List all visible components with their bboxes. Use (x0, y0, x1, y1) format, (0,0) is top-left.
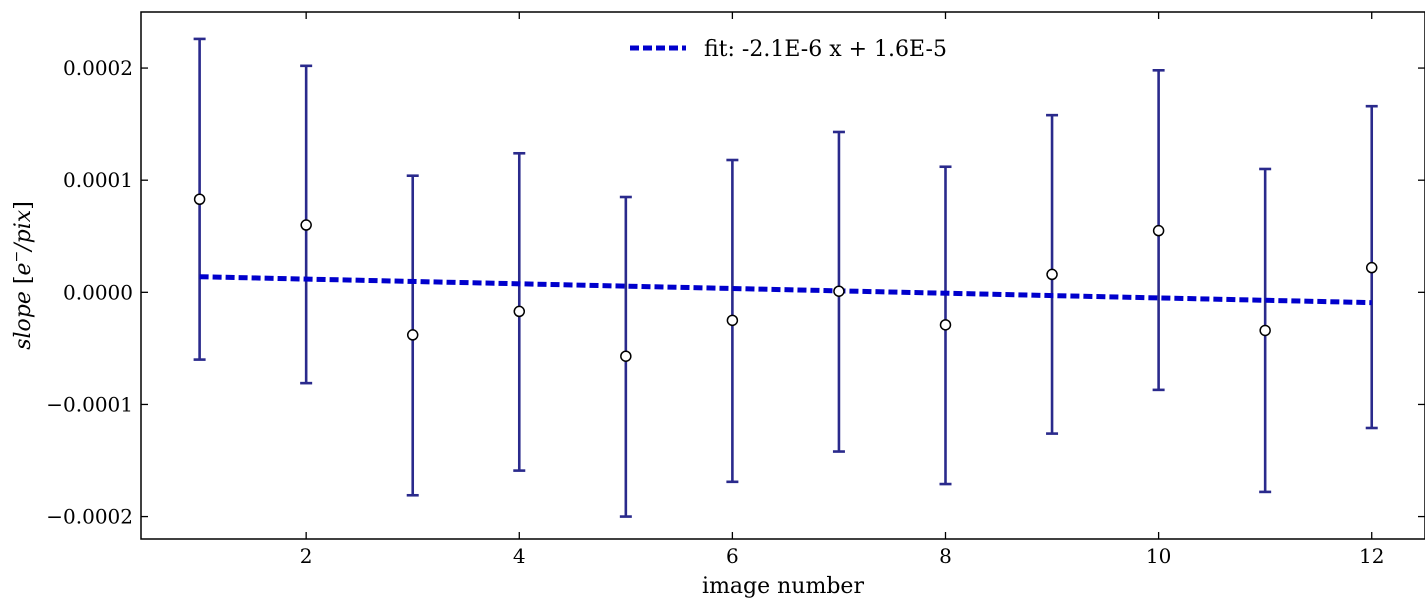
data-point (620, 350, 632, 362)
x-tick-label: 12 (1359, 544, 1384, 568)
data-point (833, 285, 845, 297)
data-point (1152, 224, 1165, 237)
y-axis-label-unit-rest: /pix (11, 209, 36, 253)
fit-line-group (199, 274, 1372, 306)
y-axis-label-main: slope (11, 291, 36, 350)
y-axis-label: slope [e−/pix] (9, 201, 36, 350)
data-point (726, 314, 739, 327)
error-bars (193, 37, 1378, 518)
x-tick-label: 6 (726, 544, 739, 568)
y-axis-label-unit-e: e (11, 262, 36, 275)
data-point (1259, 324, 1271, 337)
data-point (1046, 268, 1058, 281)
data-point (193, 193, 206, 206)
y-axis-label-bracket-open: [ (11, 276, 36, 285)
y-tick-label: −0.0001 (46, 392, 133, 416)
data-points (193, 193, 1378, 362)
x-tick-label: 4 (513, 544, 526, 568)
x-tick-label: 10 (1146, 544, 1171, 568)
y-tick-label: 0.0000 (63, 280, 133, 304)
data-point (939, 319, 952, 331)
legend: fit: -2.1E-6 x + 1.6E-5 (630, 37, 947, 62)
data-point (300, 219, 312, 231)
y-tick-label: 0.0001 (63, 168, 133, 192)
fit-line (199, 274, 1372, 306)
data-point (1365, 261, 1378, 274)
y-axis-ticks: 0.0002 0.0001 0.0000 −0.0001 −0.0002 (46, 56, 1425, 529)
x-tick-label: 2 (300, 544, 313, 568)
x-axis-ticks: 2 4 6 8 10 12 (300, 12, 1384, 568)
y-axis-label-unit-sup: − (9, 251, 25, 263)
x-axis-label: image number (702, 574, 864, 599)
data-point (406, 329, 419, 341)
y-axis-label-bracket-close: ] (11, 201, 36, 210)
y-tick-label: 0.0002 (63, 56, 133, 80)
x-tick-label: 8 (939, 544, 952, 568)
data-point (513, 305, 526, 318)
legend-label: fit: -2.1E-6 x + 1.6E-5 (704, 37, 947, 62)
y-tick-label: −0.0002 (46, 505, 133, 529)
plot-area-frame (140, 11, 1425, 540)
